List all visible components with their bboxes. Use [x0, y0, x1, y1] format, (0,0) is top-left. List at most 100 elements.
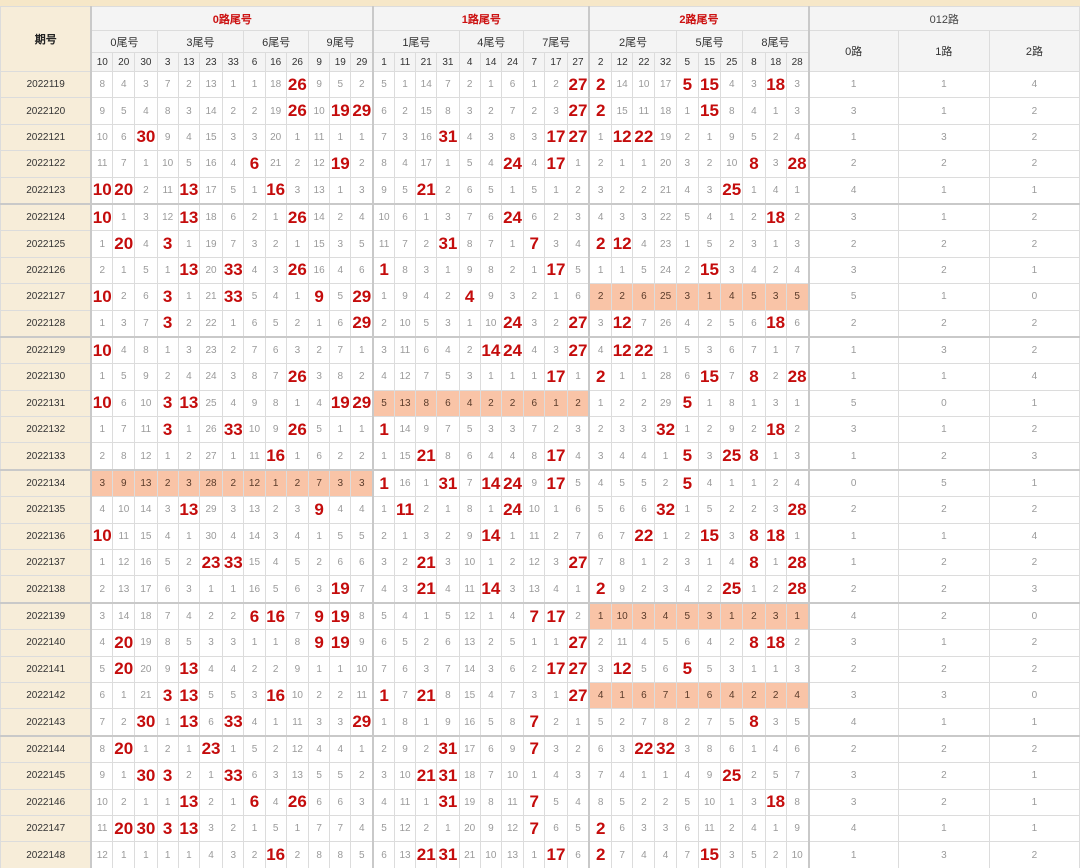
- miss-count-cell: 1: [632, 762, 656, 790]
- road-count-cell: 1: [897, 283, 990, 311]
- highlight-count-cell: 3: [329, 468, 352, 498]
- miss-count-cell: 4: [588, 202, 613, 232]
- issue-number: 2022131: [0, 389, 92, 418]
- miss-count-cell: 22: [198, 309, 224, 338]
- drawn-number: 8: [742, 708, 766, 737]
- miss-count-cell: 1: [112, 202, 136, 232]
- miss-count-cell: 1: [436, 256, 460, 285]
- miss-count-cell: 1: [479, 70, 502, 99]
- miss-count-cell: 3: [350, 176, 374, 205]
- miss-count-cell: 5: [134, 256, 158, 285]
- drawn-number: 29: [350, 309, 374, 338]
- drawn-number: 3: [156, 681, 179, 710]
- table-row: 2022127 10 2 6 3 1 21 33 5 4 1 9 5 29 1 9 4 2 4 9 3 2 1 6 2 2 6 25 3…: [0, 283, 1080, 311]
- miss-count-cell: 9: [90, 762, 114, 790]
- miss-count-cell: 4: [393, 601, 417, 631]
- miss-count-cell: 2: [588, 416, 613, 444]
- miss-count-cell: 5: [500, 629, 525, 657]
- miss-count-cell: 4: [329, 734, 352, 764]
- drawn-number: 30: [134, 123, 158, 152]
- miss-count-cell: 2: [720, 629, 744, 657]
- miss-count-cell: 10: [632, 70, 656, 99]
- miss-count-cell: 2: [307, 681, 331, 710]
- miss-count-cell: 1: [742, 655, 766, 683]
- miss-count-cell: 6: [285, 575, 310, 604]
- drawn-number: 33: [222, 256, 245, 285]
- miss-count-cell: 2: [742, 416, 766, 444]
- miss-count-cell: 1: [415, 202, 438, 232]
- miss-count-cell: 1: [675, 416, 699, 444]
- issue-number: 2022139: [0, 601, 92, 631]
- miss-count-cell: 3: [285, 176, 310, 205]
- number-header: 5: [675, 52, 699, 72]
- highlight-count-cell: 4: [458, 389, 481, 418]
- miss-count-cell: 3: [675, 549, 699, 577]
- table-row: 2022144 8 20 1 2 1 23 1 5 2 12 4 4 1 2 9 2 31 17 6 9 7 3 2 6 3 22 3…: [0, 734, 1080, 764]
- drawn-number: 22: [632, 335, 656, 365]
- miss-count-cell: 10: [112, 496, 136, 524]
- miss-count-cell: 14: [307, 202, 331, 232]
- drawn-number: 20: [112, 629, 136, 657]
- miss-count-cell: 1: [156, 256, 179, 285]
- miss-count-cell: 7: [697, 708, 722, 737]
- miss-count-cell: 5: [697, 230, 722, 258]
- issue-number: 2022126: [0, 256, 92, 285]
- miss-count-cell: 3: [415, 655, 438, 683]
- drawn-number: 17: [544, 841, 568, 868]
- road-count-cell: 1: [897, 176, 990, 205]
- miss-count-cell: 3: [720, 655, 744, 683]
- miss-count-cell: 1: [523, 70, 546, 99]
- number-header: 15: [697, 52, 722, 72]
- table-row: 2022141 5 20 20 9 13 4 4 2 2 9 1 1 10 7 6 3 7 14 3 6 2 17 27 3 12…: [0, 655, 1080, 683]
- drawn-number: 1: [372, 416, 395, 444]
- miss-count-cell: 2: [764, 841, 787, 868]
- drawn-number: 3: [156, 389, 179, 418]
- miss-count-cell: 8: [500, 708, 525, 737]
- miss-count-cell: 2: [654, 549, 677, 577]
- road-count-cell: 2: [807, 496, 899, 524]
- miss-count-cell: 16: [134, 549, 158, 577]
- miss-count-cell: 5: [264, 814, 287, 843]
- miss-count-cell: 3: [436, 309, 460, 338]
- drawn-number: 2: [588, 814, 613, 843]
- road-count-cell: 2: [988, 841, 1080, 868]
- drawn-number: 18: [764, 522, 787, 551]
- miss-count-cell: 21: [458, 841, 481, 868]
- drawn-number: 17: [544, 655, 568, 683]
- miss-count-cell: 2: [697, 416, 722, 444]
- miss-count-cell: 8: [307, 841, 331, 868]
- miss-count-cell: 6: [112, 123, 136, 152]
- miss-count-cell: 3: [654, 814, 677, 843]
- miss-count-cell: 3: [372, 549, 395, 577]
- miss-count-cell: 4: [112, 335, 136, 365]
- issue-number: 2022136: [0, 522, 92, 551]
- tail-header: 9尾号: [308, 30, 374, 53]
- miss-count-cell: 4: [415, 283, 438, 311]
- miss-count-cell: 9: [372, 176, 395, 205]
- miss-count-cell: 4: [566, 788, 590, 816]
- number-header: 31: [436, 52, 460, 72]
- drawn-number: 27: [566, 549, 590, 577]
- miss-count-cell: 2: [264, 230, 287, 258]
- miss-count-cell: 8: [156, 629, 179, 657]
- miss-count-cell: 1: [90, 230, 114, 258]
- miss-count-cell: 5: [329, 762, 352, 790]
- miss-count-cell: 6: [307, 788, 331, 816]
- highlight-count-cell: 9: [112, 468, 136, 498]
- miss-count-cell: 2: [372, 522, 395, 551]
- miss-count-cell: 6: [350, 256, 374, 285]
- miss-count-cell: 1: [544, 681, 568, 710]
- miss-count-cell: 15: [134, 522, 158, 551]
- drawn-number: 23: [198, 549, 224, 577]
- drawn-number: 7: [523, 734, 546, 764]
- miss-count-cell: 4: [479, 150, 502, 178]
- number-header: 17: [544, 52, 568, 72]
- miss-count-cell: 4: [720, 549, 744, 577]
- miss-count-cell: 7: [264, 363, 287, 391]
- miss-count-cell: 4: [654, 841, 677, 868]
- miss-count-cell: 2: [632, 788, 656, 816]
- miss-count-cell: 26: [654, 309, 677, 338]
- road-count-cell: 1: [897, 202, 990, 232]
- miss-count-cell: 1: [350, 335, 374, 365]
